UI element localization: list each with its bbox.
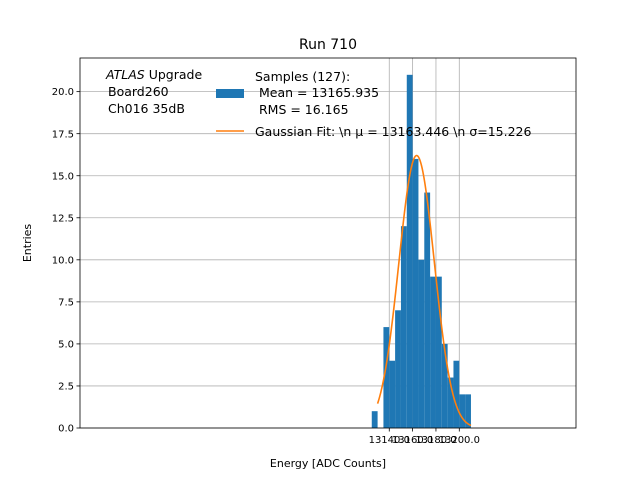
y-tick-label: 7.5 [58,297,74,308]
histogram-bar [400,226,407,428]
histogram-bar [371,411,378,428]
histogram-bar [453,360,460,428]
svg-text:ATLAS Upgrade: ATLAS Upgrade [105,67,202,82]
legend-samples-rms: RMS = 16.165 [255,102,349,117]
x-tick-label: 13200.0 [439,435,480,446]
y-tick-label: 20.0 [52,87,74,98]
histogram-bar [383,327,390,428]
y-tick-label: 12.5 [52,213,74,224]
histogram-bar [459,394,466,428]
x-axis-label: Energy [ADC Counts] [270,457,386,470]
chart-title: Run 710 [299,37,357,53]
bars-layer [371,74,471,429]
histogram-bar [406,74,413,429]
y-tick-label: 17.5 [52,129,74,140]
legend-fit-label: Gaussian Fit: \n μ = 13163.446 \n σ=15.2… [255,124,531,139]
axes-frame [79,57,577,429]
legend-samples-line1: Samples (127): [255,69,350,84]
histogram-bar [447,377,454,428]
annotation-atlas: ATLAS [105,67,145,82]
histogram-bar [389,360,396,428]
legend-samples-mean: Mean = 13165.935 [255,85,379,100]
y-tick-label: 15.0 [52,171,74,182]
x-tick-label: 13160.0 [392,435,433,446]
annotation-channel: Ch016 35dB [108,101,185,116]
histogram-bar [418,259,425,428]
annotation-board: Board260 [108,84,169,99]
y-tick-label: 2.5 [58,382,74,393]
y-tick-label: 0.0 [58,424,74,435]
legend: Samples (127): Mean = 13165.935 RMS = 16… [216,69,531,139]
histogram-bar [412,158,419,428]
annotation-upgrade-word: Upgrade [149,67,203,82]
histogram-bar [435,276,442,428]
histogram-bar [465,394,471,428]
y-axis-label: Entries [21,224,34,263]
legend-samples-swatch [216,89,244,98]
histogram-bar [441,343,448,428]
y-tick-label: 10.0 [52,255,74,266]
atlas-annotation: ATLAS Upgrade Board260 Ch016 35dB [105,67,202,116]
y-tick-label: 5.0 [58,340,74,351]
histogram-bar [395,310,401,428]
histogram-bar [424,192,431,428]
gaussian-fit-curve [376,154,472,427]
x-tick-label: 13140.0 [369,435,410,446]
x-tick-label: 13180.0 [415,435,456,446]
fit-layer [376,154,472,427]
histogram-bar [430,276,436,428]
